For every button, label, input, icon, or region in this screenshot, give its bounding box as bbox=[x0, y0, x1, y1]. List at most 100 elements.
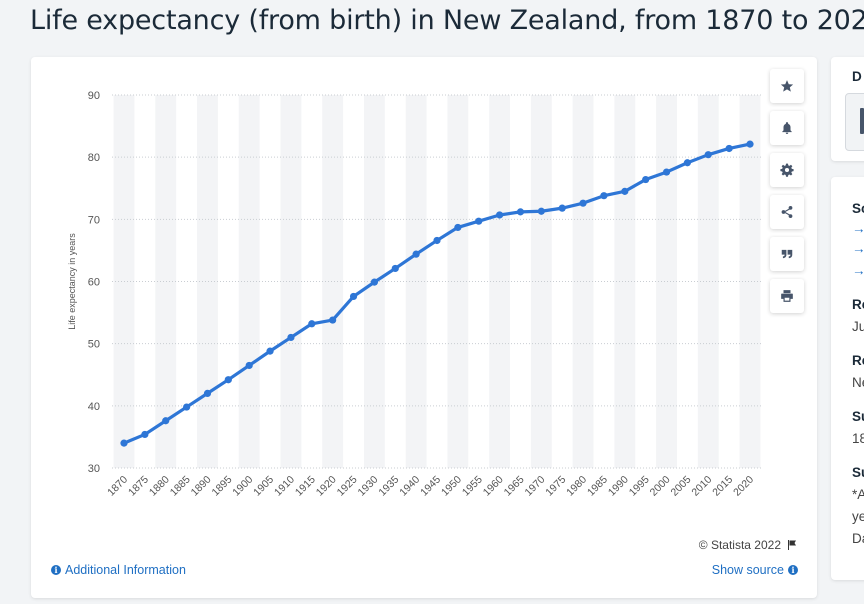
data-point bbox=[746, 140, 754, 148]
data-point bbox=[308, 320, 316, 328]
y-tick-label: 40 bbox=[88, 401, 100, 413]
release-date-heading: Re bbox=[852, 297, 864, 312]
additional-information-label: Additional Information bbox=[65, 563, 186, 577]
y-tick-label: 30 bbox=[88, 463, 100, 475]
data-point bbox=[412, 250, 420, 258]
data-point bbox=[516, 208, 525, 216]
data-point bbox=[391, 264, 399, 273]
data-point bbox=[683, 159, 692, 167]
supplementary-notes-heading: Su bbox=[852, 465, 864, 480]
data-point bbox=[183, 403, 191, 411]
chart-card: 30 40 50 60 70 80 90 Life expectancy in years 18… bbox=[31, 57, 817, 598]
share-icon bbox=[781, 206, 793, 218]
y-tick-label: 90 bbox=[88, 90, 100, 102]
page-title: Life expectancy (from birth) in New Zeal… bbox=[30, 5, 864, 36]
y-tick-label: 80 bbox=[88, 152, 100, 164]
data-point bbox=[642, 175, 650, 184]
source-link-arrow[interactable]: → bbox=[852, 221, 864, 236]
column-band bbox=[697, 95, 719, 468]
x-tick-label: 1950 bbox=[439, 474, 464, 499]
survey-period-value: 18 bbox=[852, 431, 864, 446]
data-point bbox=[662, 168, 671, 176]
bell-icon bbox=[782, 122, 792, 134]
data-point bbox=[454, 223, 462, 232]
statista-credit: © Statista 2022 bbox=[699, 538, 798, 552]
y-axis-title: Life expectancy in years bbox=[67, 233, 77, 330]
x-tick-label: 1885 bbox=[168, 474, 193, 499]
y-tick-label: 50 bbox=[88, 339, 100, 351]
flag-icon bbox=[788, 540, 796, 550]
chart-toolbar bbox=[770, 69, 804, 321]
data-point bbox=[537, 207, 545, 215]
column-band bbox=[322, 95, 344, 468]
x-tick-label: 1985 bbox=[585, 474, 610, 499]
data-point bbox=[704, 151, 712, 159]
x-tick-label: 2000 bbox=[648, 474, 673, 499]
source-link-arrow[interactable]: → bbox=[852, 241, 864, 256]
x-tick-label: 1995 bbox=[627, 474, 652, 499]
x-tick-label: 1990 bbox=[606, 474, 631, 499]
x-tick-label: 1880 bbox=[147, 474, 172, 499]
source-link-arrow[interactable]: → bbox=[852, 263, 864, 278]
x-tick-label: 1915 bbox=[293, 474, 318, 499]
print-button[interactable] bbox=[770, 279, 804, 313]
quote-icon bbox=[781, 249, 793, 259]
show-source-link[interactable]: Show source i bbox=[712, 563, 798, 577]
info-icon: i bbox=[788, 565, 798, 575]
settings-button[interactable] bbox=[770, 153, 804, 187]
cite-button[interactable] bbox=[770, 237, 804, 271]
x-tick-label: 1930 bbox=[356, 474, 381, 499]
column-band bbox=[197, 95, 218, 468]
data-point bbox=[370, 278, 378, 286]
x-tick-label: 1925 bbox=[335, 474, 360, 499]
supplementary-notes-line: Da bbox=[852, 531, 864, 546]
data-point bbox=[621, 187, 629, 195]
source-details-card: So → → → Re Ju Re Ne Su 18 Su *A ye Da bbox=[831, 177, 864, 580]
column-band bbox=[739, 95, 761, 468]
supplementary-notes-line: *A bbox=[852, 487, 864, 502]
print-icon bbox=[781, 290, 793, 302]
download-button[interactable] bbox=[845, 93, 864, 151]
data-point bbox=[558, 204, 566, 212]
x-tick-label: 1905 bbox=[251, 474, 276, 499]
column-band bbox=[280, 95, 302, 468]
x-tick-label: 1965 bbox=[502, 474, 527, 499]
x-tick-label: 1955 bbox=[460, 474, 485, 499]
x-tick-label: 1945 bbox=[418, 474, 443, 499]
data-point bbox=[600, 192, 608, 200]
notification-button[interactable] bbox=[770, 111, 804, 145]
x-tick-label: 1890 bbox=[189, 474, 214, 499]
column-band bbox=[656, 95, 677, 468]
x-tick-label: 1910 bbox=[272, 474, 297, 499]
download-card: D bbox=[831, 57, 864, 161]
source-heading: So bbox=[852, 201, 864, 216]
x-tick-label: 1975 bbox=[543, 474, 568, 499]
data-point bbox=[245, 361, 253, 370]
x-tick-label: 1920 bbox=[314, 474, 339, 499]
region-value: Ne bbox=[852, 375, 864, 390]
data-point bbox=[329, 316, 337, 324]
data-point bbox=[224, 376, 232, 384]
share-button[interactable] bbox=[770, 195, 804, 229]
x-tick-label: 1875 bbox=[126, 474, 151, 499]
credit-text: © Statista 2022 bbox=[698, 538, 781, 552]
y-tick-label: 70 bbox=[88, 214, 100, 226]
x-tick-label: 2020 bbox=[731, 474, 756, 499]
x-tick-label: 1970 bbox=[522, 474, 547, 499]
show-source-label: Show source bbox=[711, 563, 784, 577]
column-band bbox=[405, 95, 427, 468]
gear-icon bbox=[780, 163, 794, 177]
data-point bbox=[266, 347, 274, 355]
supplementary-notes-line: ye bbox=[852, 509, 864, 524]
x-tick-label: 1870 bbox=[105, 474, 130, 499]
data-point bbox=[203, 389, 212, 397]
x-tick-label: 2010 bbox=[689, 474, 714, 499]
data-point bbox=[475, 217, 483, 225]
x-tick-label: 1960 bbox=[481, 474, 506, 499]
y-tick-label: 60 bbox=[88, 277, 100, 289]
column-band bbox=[155, 95, 177, 468]
additional-information-link[interactable]: i Additional Information bbox=[51, 563, 186, 577]
favorite-button[interactable] bbox=[770, 69, 804, 103]
data-point bbox=[162, 417, 170, 425]
x-tick-label: 2015 bbox=[710, 474, 735, 499]
